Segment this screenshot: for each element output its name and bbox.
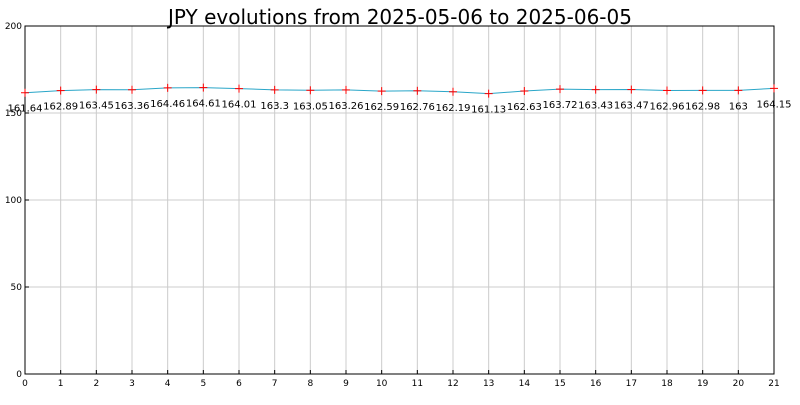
chart-title: JPY evolutions from 2025-05-06 to 2025-0…: [166, 5, 632, 29]
x-tick-label: 5: [200, 379, 206, 389]
data-point-marker: [449, 87, 457, 96]
data-point-marker: [21, 88, 29, 97]
data-point-marker: [92, 85, 101, 94]
x-tick-label: 1: [58, 379, 64, 389]
data-label: 162.19: [436, 103, 471, 114]
data-labels-layer: 161.64 162.89 163.45 163.36 164.46 164.61 164.…: [8, 99, 792, 116]
x-tick-label: 20: [733, 379, 745, 389]
data-point-marker: [484, 89, 493, 98]
data-point-marker: [199, 83, 208, 92]
data-point-marker: [627, 85, 636, 94]
data-point-marker: [770, 84, 778, 93]
x-tick-label: 9: [343, 379, 349, 389]
x-tick-label: 21: [768, 379, 779, 389]
x-tick-label: 7: [272, 379, 278, 389]
data-label: 162.63: [507, 102, 542, 113]
axes-layer: 0 1 2 3 4 5 6 7 8 9 10 11 12 13 14 15 16 17 18 19 20 21050100…: [5, 22, 780, 389]
data-label: 163.47: [614, 101, 649, 112]
data-point-marker: [270, 85, 279, 94]
data-point-marker: [163, 83, 172, 92]
data-label: 163.05: [293, 101, 328, 112]
data-point-marker: [698, 86, 707, 95]
x-tick-label: 18: [661, 379, 673, 389]
data-point-marker: [342, 85, 350, 94]
y-tick-label: 100: [5, 196, 22, 206]
data-label: 164.15: [757, 99, 792, 110]
x-tick-label: 16: [590, 379, 602, 389]
data-point-marker: [306, 86, 315, 95]
x-tick-label: 15: [554, 379, 565, 389]
data-label: 161.64: [8, 104, 43, 115]
x-tick-label: 3: [129, 379, 135, 389]
x-tick-label: 0: [22, 379, 28, 389]
x-tick-label: 10: [376, 379, 388, 389]
data-label: 162.59: [364, 102, 399, 113]
data-label: 163: [729, 101, 748, 112]
x-tick-label: 17: [626, 379, 637, 389]
data-label: 162.96: [650, 101, 685, 112]
data-label: 164.01: [222, 100, 257, 111]
data-point-marker: [591, 85, 600, 94]
x-tick-label: 6: [236, 379, 242, 389]
data-label: 162.89: [43, 102, 78, 113]
data-label: 162.98: [685, 101, 720, 112]
data-label: 164.46: [150, 99, 185, 110]
series-layer: [21, 83, 778, 98]
data-point-marker: [56, 86, 65, 95]
y-tick-label: 50: [11, 283, 23, 293]
data-point-marker: [377, 87, 386, 96]
y-tick-label: 150: [5, 109, 22, 119]
data-label: 163.45: [79, 101, 114, 112]
data-label: 163.72: [543, 100, 578, 111]
data-label: 163.26: [329, 101, 364, 112]
data-label: 162.76: [400, 102, 435, 113]
x-tick-label: 12: [447, 379, 458, 389]
data-point-marker: [413, 86, 422, 95]
x-tick-label: 4: [165, 379, 171, 389]
x-tick-label: 8: [307, 379, 313, 389]
y-tick-label: 200: [5, 22, 22, 32]
x-tick-label: 13: [483, 379, 494, 389]
y-tick-label: 0: [16, 370, 22, 380]
data-label: 161.13: [471, 105, 506, 116]
data-label: 163.3: [260, 101, 289, 112]
data-point-marker: [128, 85, 136, 94]
plot-frame: [24, 25, 775, 375]
x-tick-label: 2: [93, 379, 99, 389]
data-point-marker: [556, 85, 564, 94]
data-point-marker: [520, 87, 529, 96]
data-point-marker: [734, 86, 743, 95]
data-label: 163.36: [115, 101, 150, 112]
data-label: 164.61: [186, 99, 221, 110]
data-point-marker: [235, 84, 243, 93]
data-point-marker: [663, 86, 671, 95]
x-tick-label: 11: [412, 379, 423, 389]
series-line: [24, 87, 775, 95]
x-tick-label: 14: [519, 379, 531, 389]
x-tick-label: 19: [697, 379, 709, 389]
data-label: 163.43: [578, 101, 613, 112]
